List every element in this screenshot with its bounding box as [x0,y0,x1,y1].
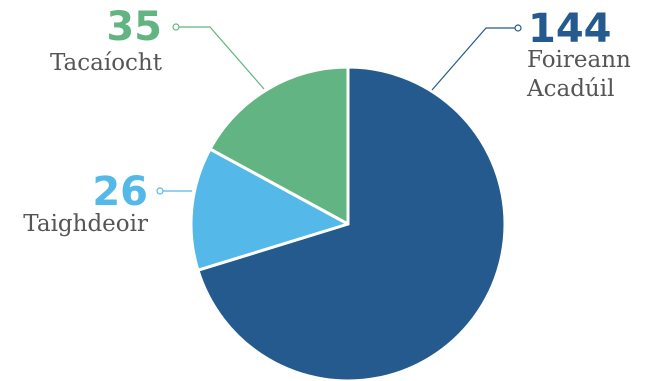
leader-dot-2 [172,23,180,31]
leader-dot-0 [514,24,522,32]
leader-dot-1 [156,187,164,195]
leader-line-0 [431,27,516,91]
data-label-name-0-0: Foireann [527,47,631,73]
data-label-name-1-0: Taighdeoir [23,211,148,237]
data-label-value-1: 26 [92,169,148,215]
pie-slice-1 [189,147,350,272]
data-label-value-0: 144 [528,6,612,52]
pie-slice-0 [196,65,507,381]
leader-line-2 [178,26,265,90]
pie-slice-2 [208,65,350,226]
data-label-name-0-1: Acadúil [526,76,614,102]
data-label-name-2-0: Tacaíocht [50,50,163,76]
data-label-value-2: 35 [106,4,162,50]
